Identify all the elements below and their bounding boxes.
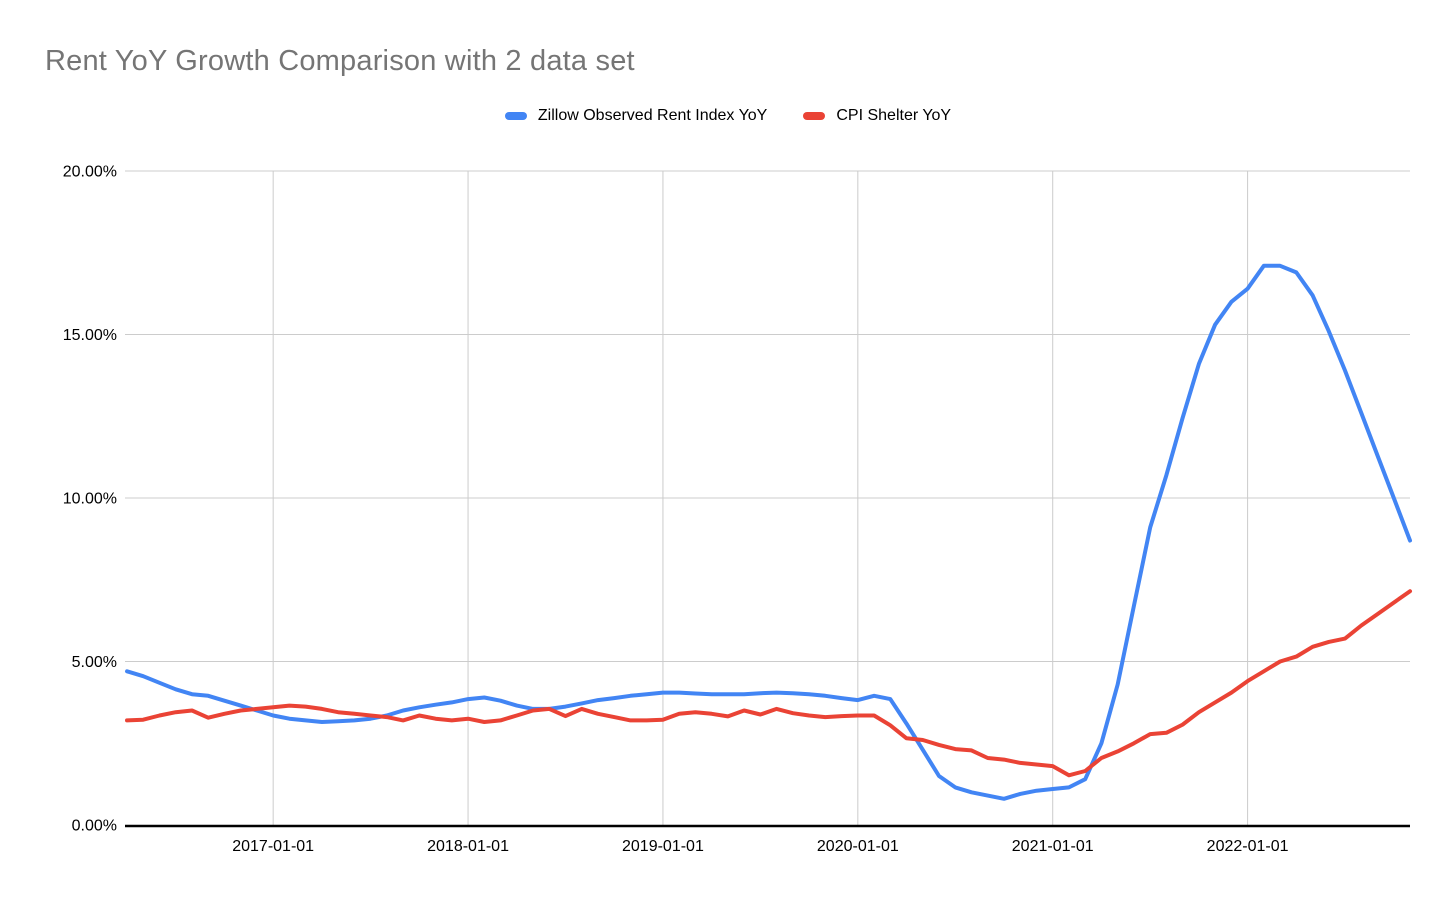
- legend-label-cpi-shelter: CPI Shelter YoY: [836, 107, 952, 124]
- legend-swatch-zillow-icon: [504, 112, 527, 120]
- x-tick-label: 2018-01-01: [427, 838, 509, 855]
- chart-title: Rent YoY Growth Comparison with 2 data s…: [45, 45, 635, 77]
- legend-item-cpi-shelter[interactable]: CPI Shelter YoY: [803, 107, 951, 125]
- y-tick-label: 15.00%: [63, 327, 117, 344]
- series-line-cpi-shelter: [125, 589, 1412, 778]
- series-line-zillow: [125, 263, 1412, 801]
- x-tick-label: 2021-01-01: [1012, 838, 1094, 855]
- x-tick-label: 2019-01-01: [622, 838, 704, 855]
- y-tick-label: 0.00%: [72, 818, 117, 835]
- legend-item-zillow[interactable]: Zillow Observed Rent Index YoY: [504, 107, 768, 125]
- y-tick-label: 20.00%: [63, 164, 117, 181]
- x-tick-label: 2017-01-01: [232, 838, 314, 855]
- legend-swatch-cpi-shelter-icon: [803, 112, 826, 120]
- chart-legend: Zillow Observed Rent Index YoY CPI Shelt…: [0, 107, 1456, 125]
- legend-label-zillow: Zillow Observed Rent Index YoY: [537, 107, 768, 124]
- x-tick-label: 2020-01-01: [817, 838, 899, 855]
- y-tick-label: 5.00%: [72, 654, 117, 671]
- x-tick-label: 2022-01-01: [1207, 838, 1289, 855]
- y-tick-label: 10.00%: [63, 491, 117, 508]
